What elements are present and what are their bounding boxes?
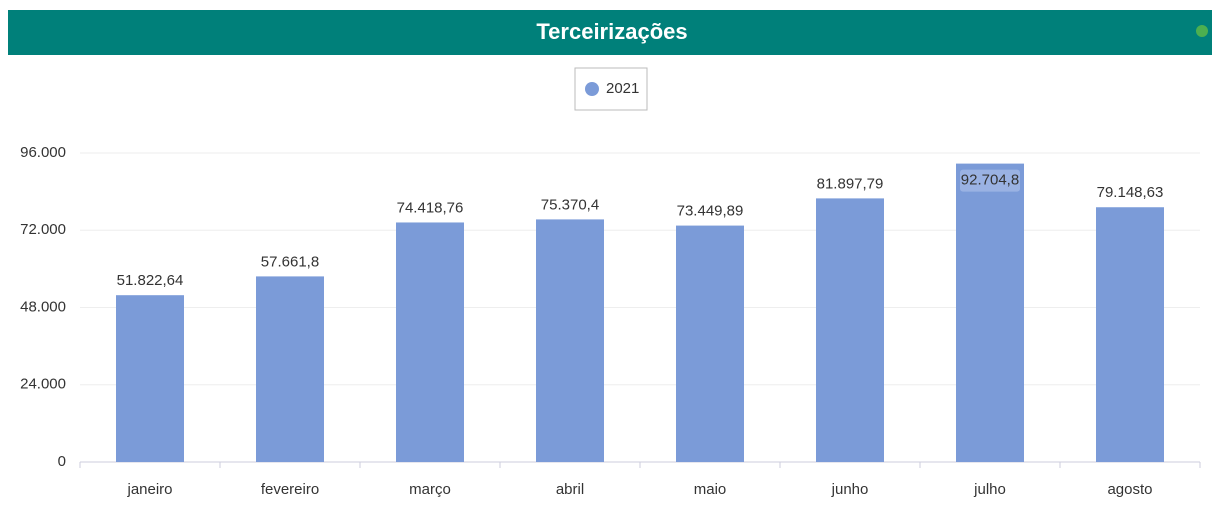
bar [816, 198, 884, 463]
x-tick-label: julho [973, 481, 1006, 498]
data-label: 75.370,4 [541, 196, 599, 213]
bar [956, 163, 1024, 462]
bar [676, 225, 744, 462]
data-label: 51.822,64 [117, 272, 184, 289]
bar [396, 222, 464, 462]
status-dot [1196, 25, 1208, 37]
bar [256, 276, 324, 462]
data-label-bg [960, 169, 1020, 192]
data-label: 79.148,63 [1097, 184, 1164, 201]
data-label: 57.661,8 [261, 253, 319, 270]
y-tick-label: 24.000 [20, 376, 66, 393]
x-tick-label: maio [694, 481, 727, 498]
x-tick-label: abril [556, 481, 584, 498]
legend-marker [585, 82, 599, 96]
x-tick-label: janeiro [126, 481, 172, 498]
x-tick-label: março [409, 481, 451, 498]
data-label: 92.704,8 [961, 172, 1019, 189]
data-label: 74.418,76 [397, 199, 464, 216]
y-tick-label: 0 [58, 453, 66, 470]
header-bar [8, 10, 1212, 55]
x-tick-label: agosto [1107, 481, 1152, 498]
bar [116, 295, 184, 462]
data-label: 81.897,79 [817, 175, 884, 192]
legend-label: 2021 [606, 80, 639, 97]
x-tick-label: fevereiro [261, 481, 319, 498]
y-tick-label: 72.000 [20, 221, 66, 238]
y-tick-label: 96.000 [20, 144, 66, 161]
chart-title: Terceirizações [536, 19, 687, 44]
bar [1096, 207, 1164, 462]
x-tick-label: junho [831, 481, 869, 498]
y-tick-label: 48.000 [20, 298, 66, 315]
data-label: 73.449,89 [677, 203, 744, 220]
bar [536, 219, 604, 462]
